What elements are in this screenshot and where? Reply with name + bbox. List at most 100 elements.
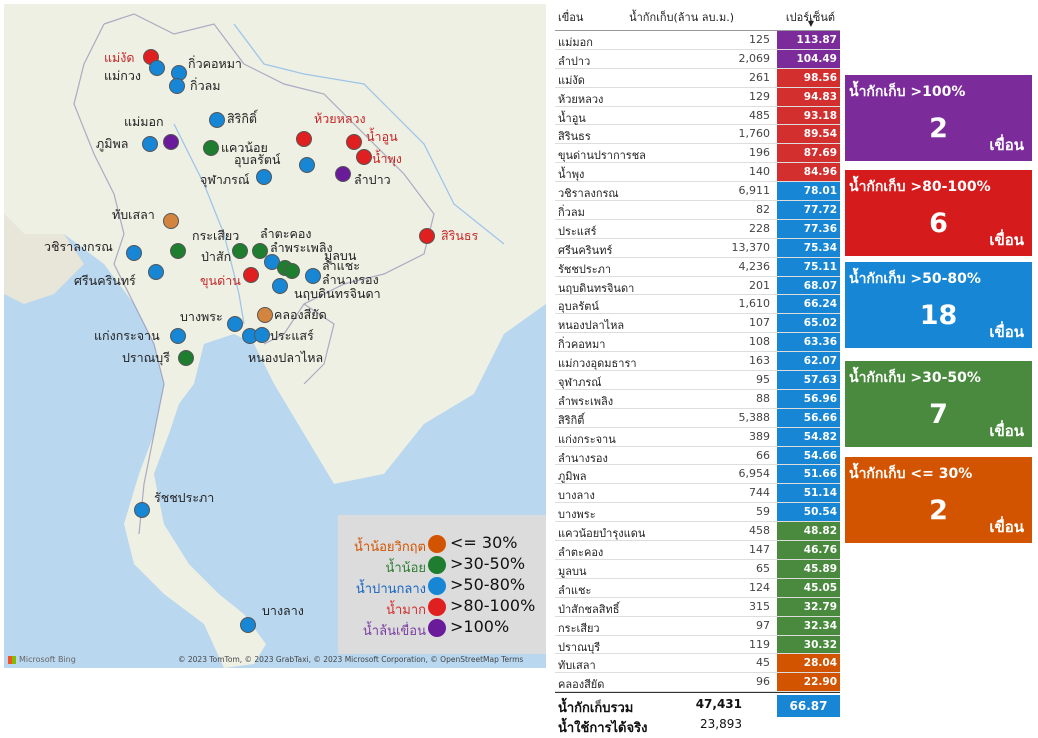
dam-marker[interactable] xyxy=(252,243,268,259)
table-row[interactable]: ลำนางรอง 66 54.66 xyxy=(555,446,840,466)
dam-map[interactable]: แม่งัด แม่กวง กิ่วคอหมา กิ่วลม สิริกิติ์ ห้วย… xyxy=(4,4,546,668)
table-row[interactable]: วชิราลงกรณ 6,911 78.01 xyxy=(555,182,840,202)
dam-marker[interactable] xyxy=(257,307,273,323)
dam-marker[interactable] xyxy=(170,328,186,344)
table-row[interactable]: ลำปาว 2,069 104.49 xyxy=(555,49,840,69)
table-row[interactable]: นฤบดินทรจินดา 201 68.07 xyxy=(555,276,840,296)
legend-range: >80-100% xyxy=(450,596,536,615)
dam-percent: 89.54 xyxy=(777,125,840,144)
dam-volume: 147 xyxy=(749,543,770,557)
dam-marker[interactable] xyxy=(240,617,256,633)
dam-marker[interactable] xyxy=(203,140,219,156)
dam-percent: 54.66 xyxy=(777,446,840,465)
dam-marker[interactable] xyxy=(346,134,362,150)
table-row[interactable]: แควน้อยบำรุงแดน 458 48.82 xyxy=(555,522,840,542)
table-row[interactable]: ทับเสลา 45 28.04 xyxy=(555,654,840,674)
dam-marker[interactable] xyxy=(169,78,185,94)
usable-volume: 23,893 xyxy=(700,717,742,732)
table-row[interactable]: ลำพระเพลิง 88 56.96 xyxy=(555,389,840,409)
col-dam[interactable]: เขื่อน xyxy=(558,11,584,24)
dam-marker-label: กิ่วลม xyxy=(190,78,221,93)
summary-card[interactable]: น้ำกักเก็บ <= 30% 2 เขื่อน xyxy=(845,457,1032,543)
table-row[interactable]: มูลบน 65 45.89 xyxy=(555,559,840,579)
table-row[interactable]: แก่งกระจาน 389 54.82 xyxy=(555,427,840,447)
legend-item: น้ำมาก >80-100% xyxy=(338,596,546,618)
map-credits[interactable]: © 2023 TomTom, © 2023 GrabTaxi, © 2023 M… xyxy=(178,655,524,664)
table-row[interactable]: ลำแชะ 124 45.05 xyxy=(555,578,840,598)
dam-percent: 63.36 xyxy=(777,333,840,352)
dam-marker-label: แควน้อย xyxy=(221,140,268,155)
dam-marker[interactable] xyxy=(227,316,243,332)
table-row[interactable]: สิรินธร 1,760 89.54 xyxy=(555,125,840,145)
table-row[interactable]: ประแสร์ 228 77.36 xyxy=(555,219,840,239)
dam-marker[interactable] xyxy=(419,228,435,244)
dam-name: รัชชประภา xyxy=(558,262,612,276)
col-percent[interactable]: เปอร์เซ็นต์ xyxy=(785,11,835,24)
dam-volume: 458 xyxy=(749,524,770,538)
dam-marker[interactable] xyxy=(305,268,321,284)
table-row[interactable]: จุฬาภรณ์ 95 57.63 xyxy=(555,371,840,390)
dam-marker-label: แม่มอก xyxy=(124,114,164,129)
dam-marker[interactable] xyxy=(163,213,179,229)
card-count: 7 xyxy=(929,399,948,430)
table-row[interactable]: คลองสียัด 96 22.90 xyxy=(555,673,840,693)
dam-marker[interactable] xyxy=(142,136,158,152)
dam-marker-label: จุฬาภรณ์ xyxy=(200,172,250,187)
dam-percent: 30.32 xyxy=(777,635,840,654)
table-row[interactable]: กิ่วคอหมา 108 63.36 xyxy=(555,333,840,353)
table-row[interactable]: ห้วยหลวง 129 94.83 xyxy=(555,87,840,107)
dam-volume: 389 xyxy=(749,429,770,443)
dam-marker[interactable] xyxy=(148,264,164,280)
dam-name: นฤบดินทรจินดา xyxy=(558,281,635,295)
table-row[interactable]: ปราณบุรี 119 30.32 xyxy=(555,635,840,655)
sort-desc-icon[interactable]: ▼ xyxy=(807,19,814,28)
table-row[interactable]: ป่าสักชลสิทธิ์ 315 32.79 xyxy=(555,597,840,617)
dam-marker[interactable] xyxy=(134,502,150,518)
dam-volume: 59 xyxy=(756,505,770,519)
dam-marker[interactable] xyxy=(170,243,186,259)
legend-range: >50-80% xyxy=(450,575,526,594)
dam-percent: 57.63 xyxy=(777,371,840,389)
dam-marker[interactable] xyxy=(256,169,272,185)
dam-volume: 119 xyxy=(749,637,770,651)
dam-percent: 56.96 xyxy=(777,389,840,408)
dam-marker[interactable] xyxy=(335,166,351,182)
dam-marker[interactable] xyxy=(272,278,288,294)
col-volume[interactable]: น้ำกักเก็บ(ล้าน ลบ.ม.) xyxy=(629,11,734,24)
table-row[interactable]: บางลาง 744 51.14 xyxy=(555,484,840,504)
table-body: แม่มอก 125 113.87 ลำปาว 2,069 104.49 แม่งั… xyxy=(555,31,840,693)
table-row[interactable]: น้ำอูน 485 93.18 xyxy=(555,106,840,126)
table-row[interactable]: รัชชประภา 4,236 75.11 xyxy=(555,257,840,277)
table-row[interactable]: แม่กวงอุดมธารา 163 62.07 xyxy=(555,352,840,372)
table-row[interactable]: น้ำพุง 140 84.96 xyxy=(555,163,840,183)
table-row[interactable]: กิ่วลม 82 77.72 xyxy=(555,201,840,220)
dam-marker[interactable] xyxy=(243,267,259,283)
summary-card[interactable]: น้ำกักเก็บ >80-100% 6 เขื่อน xyxy=(845,170,1032,256)
table-row[interactable]: อุบลรัตน์ 1,610 66.24 xyxy=(555,295,840,315)
dam-marker[interactable] xyxy=(284,263,300,279)
table-row[interactable]: แม่งัด 261 98.56 xyxy=(555,68,840,88)
dam-marker[interactable] xyxy=(149,60,165,76)
dam-marker-label: ป่าสัก xyxy=(201,249,232,264)
dam-marker[interactable] xyxy=(163,134,179,150)
table-row[interactable]: ขุนด่านปราการชล 196 87.69 xyxy=(555,144,840,164)
table-row[interactable]: บางพระ 59 50.54 xyxy=(555,503,840,523)
dam-marker[interactable] xyxy=(232,243,248,259)
dam-marker[interactable] xyxy=(254,327,270,343)
table-row[interactable]: แม่มอก 125 113.87 xyxy=(555,31,840,50)
dam-marker[interactable] xyxy=(356,149,372,165)
table-row[interactable]: หนองปลาไหล 107 65.02 xyxy=(555,314,840,334)
dam-marker[interactable] xyxy=(296,131,312,147)
summary-card[interactable]: น้ำกักเก็บ >50-80% 18 เขื่อน xyxy=(845,262,1032,348)
dam-marker[interactable] xyxy=(126,245,142,261)
table-row[interactable]: ลำตะคอง 147 46.76 xyxy=(555,541,840,560)
dam-marker[interactable] xyxy=(178,350,194,366)
dam-marker[interactable] xyxy=(209,112,225,128)
table-row[interactable]: ภูมิพล 6,954 51.66 xyxy=(555,465,840,485)
summary-card[interactable]: น้ำกักเก็บ >100% 2 เขื่อน xyxy=(845,75,1032,161)
dam-marker[interactable] xyxy=(299,157,315,173)
table-row[interactable]: สิริกิติ์ 5,388 56.66 xyxy=(555,408,840,428)
table-row[interactable]: ศรีนครินทร์ 13,370 75.34 xyxy=(555,238,840,258)
table-row[interactable]: กระเสียว 97 32.34 xyxy=(555,616,840,636)
summary-card[interactable]: น้ำกักเก็บ >30-50% 7 เขื่อน xyxy=(845,361,1032,447)
